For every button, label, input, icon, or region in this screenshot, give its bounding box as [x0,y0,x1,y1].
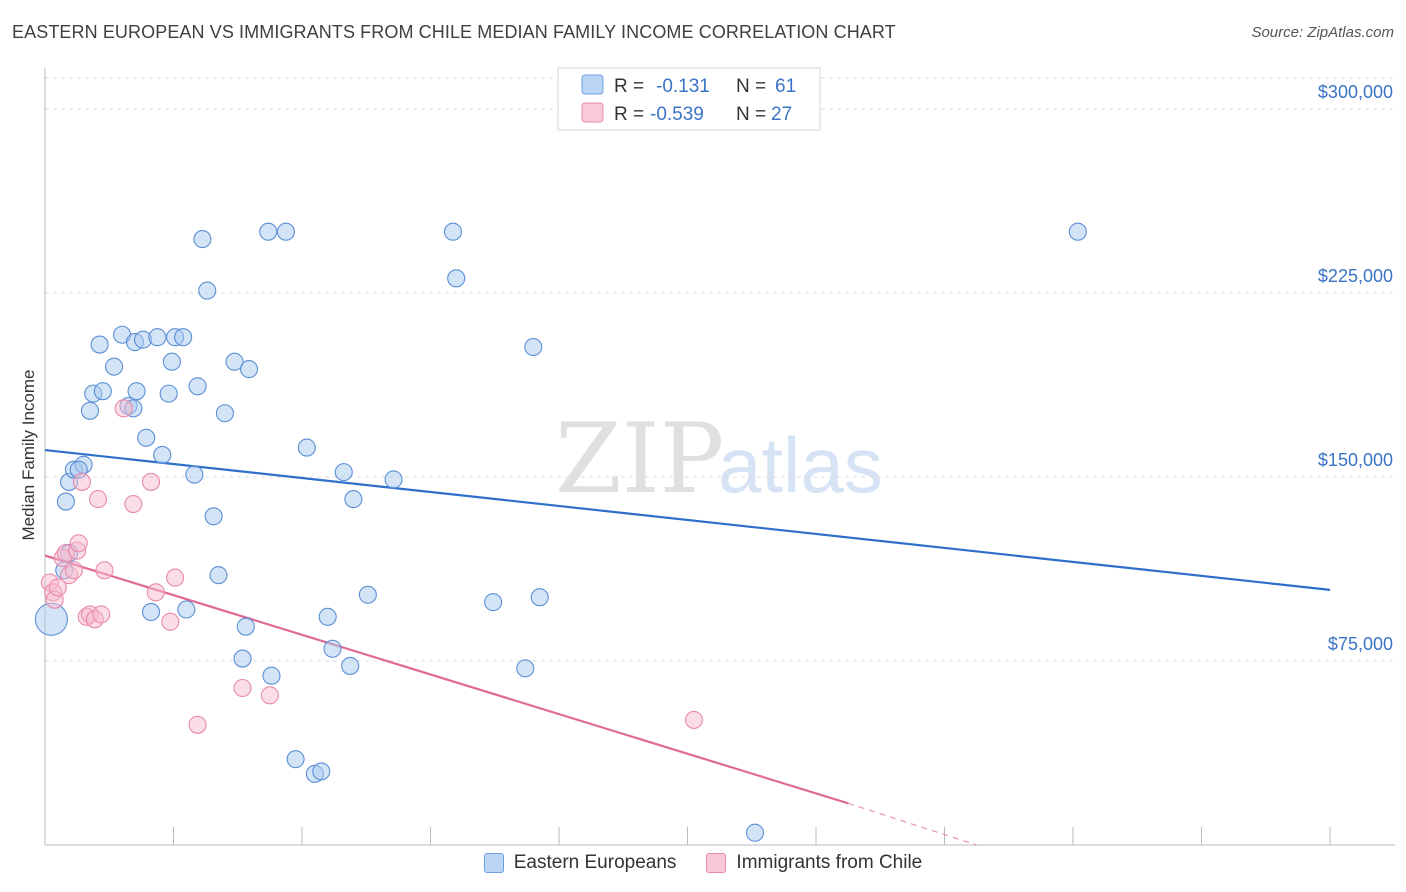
point-eastern-europeans [524,337,543,357]
trend-line-eastern-europeans [44,448,1331,591]
point-eastern-europeans [286,750,305,769]
point-eastern-europeans [323,639,342,658]
point-eastern-europeans [148,328,167,347]
y-tick-labels: $75,000 $150,000 $225,000 $300,000 [1318,82,1393,654]
point-eastern-europeans [225,352,244,371]
stats-legend: R = -0.131 N = 61 R = -0.539 N = 27 [557,67,821,131]
point-eastern-europeans [341,656,360,675]
point-eastern-europeans [93,382,112,401]
point-immigrants-from-chile [166,568,185,587]
point-immigrants-from-chile [141,472,161,491]
point-eastern-europeans [209,566,228,585]
point-immigrants-from-chile [95,561,114,580]
axes [44,68,1395,846]
point-eastern-europeans [447,269,466,288]
watermark-atlas: atlas [718,421,883,509]
point-eastern-europeans [312,762,331,781]
point-eastern-europeans [236,617,255,636]
point-immigrants-from-chile [161,612,180,631]
point-eastern-europeans [105,357,124,376]
legend-item-eastern-europeans: Eastern Europeans [483,852,677,874]
legend-label: Eastern Europeans [513,852,677,873]
point-immigrants-from-chile [146,583,165,602]
point-eastern-europeans [530,588,549,607]
point-eastern-europeans [334,463,353,482]
series-legend: Eastern Europeans Immigrants from Chile [0,852,1406,874]
point-eastern-europeans [185,465,204,484]
point-immigrants-from-chile [92,605,111,624]
point-immigrants-from-chile [64,561,83,580]
chart-title: EASTERN EUROPEAN VS IMMIGRANTS FROM CHIL… [12,22,896,42]
watermark-zip: ZIP [555,403,724,515]
point-eastern-europeans [174,328,193,347]
point-eastern-europeans [1068,222,1087,241]
point-immigrants-from-chile [72,472,91,491]
point-eastern-europeans [215,404,234,423]
legend-label: Immigrants from Chile [736,852,923,873]
legend-r-label: R = [614,104,644,125]
point-eastern-europeans [516,659,535,678]
point-eastern-europeans [193,230,212,249]
y-tick-label: $75,000 [1328,634,1393,654]
point-immigrants-from-chile [114,399,133,418]
point-eastern-europeans [127,382,146,401]
source-label: Source: ZipAtlas.com [1251,24,1394,41]
legend-swatch [706,853,727,873]
point-immigrants-from-chile [684,710,703,729]
legend-n-label: N = [736,76,766,97]
point-eastern-europeans [153,445,172,465]
point-eastern-europeans [358,585,377,604]
point-immigrants-from-chile [188,715,207,734]
point-eastern-europeans [188,377,207,396]
trend-lines [44,448,1331,846]
point-eastern-europeans [177,600,196,619]
point-eastern-europeans [276,222,295,241]
legend-r-label: R = [614,76,644,97]
point-eastern-europeans [159,384,178,403]
point-eastern-europeans [239,360,259,379]
point-immigrants-from-chile [124,494,143,514]
scatter-chart: ZIP atlas $75,000 $150,000 $225,000 $300,00… [19,67,1395,846]
legend-n-label: N = [736,104,766,125]
legend-n-value: 61 [775,76,796,97]
y-tick-label: $300,000 [1318,82,1393,102]
point-eastern-europeans [137,428,156,447]
point-eastern-europeans [141,602,161,622]
point-immigrants-from-chile [48,578,67,597]
y-tick-label: $150,000 [1318,450,1393,470]
point-eastern-europeans [262,666,281,685]
legend-item-immigrants-from-chile: Immigrants from Chile [706,852,922,874]
point-immigrants-from-chile [233,678,252,698]
point-immigrants-from-chile [260,686,279,705]
point-eastern-europeans [259,222,278,241]
point-eastern-europeans [745,823,765,842]
point-eastern-europeans [162,352,181,371]
trend-line-extension [847,802,977,846]
y-axis-label: Median Family Income [19,369,38,540]
point-eastern-europeans [318,607,337,626]
legend-r-value: -0.131 [656,76,710,97]
y-tick-label: $225,000 [1318,266,1393,286]
point-immigrants-from-chile [69,534,88,553]
legend-r-value: -0.539 [650,104,704,125]
point-eastern-europeans [80,401,100,420]
legend-swatch [483,853,504,873]
watermark: ZIP atlas [555,403,883,515]
point-eastern-europeans [56,492,75,511]
point-eastern-europeans [344,490,363,509]
point-eastern-europeans [384,470,403,489]
legend-swatch-immigrants-from-chile [581,102,604,123]
legend-n-value: 27 [771,104,792,125]
point-eastern-europeans [484,593,503,612]
point-eastern-europeans [297,438,316,457]
point-eastern-europeans [233,649,252,668]
data-points [34,222,1087,842]
point-eastern-europeans [198,281,217,300]
point-eastern-europeans [90,335,109,354]
legend-swatch-eastern-europeans [581,74,604,95]
trend-line-immigrants-from-chile [44,554,849,805]
point-eastern-europeans [443,222,463,241]
point-immigrants-from-chile [88,490,108,509]
point-eastern-europeans [204,507,223,526]
